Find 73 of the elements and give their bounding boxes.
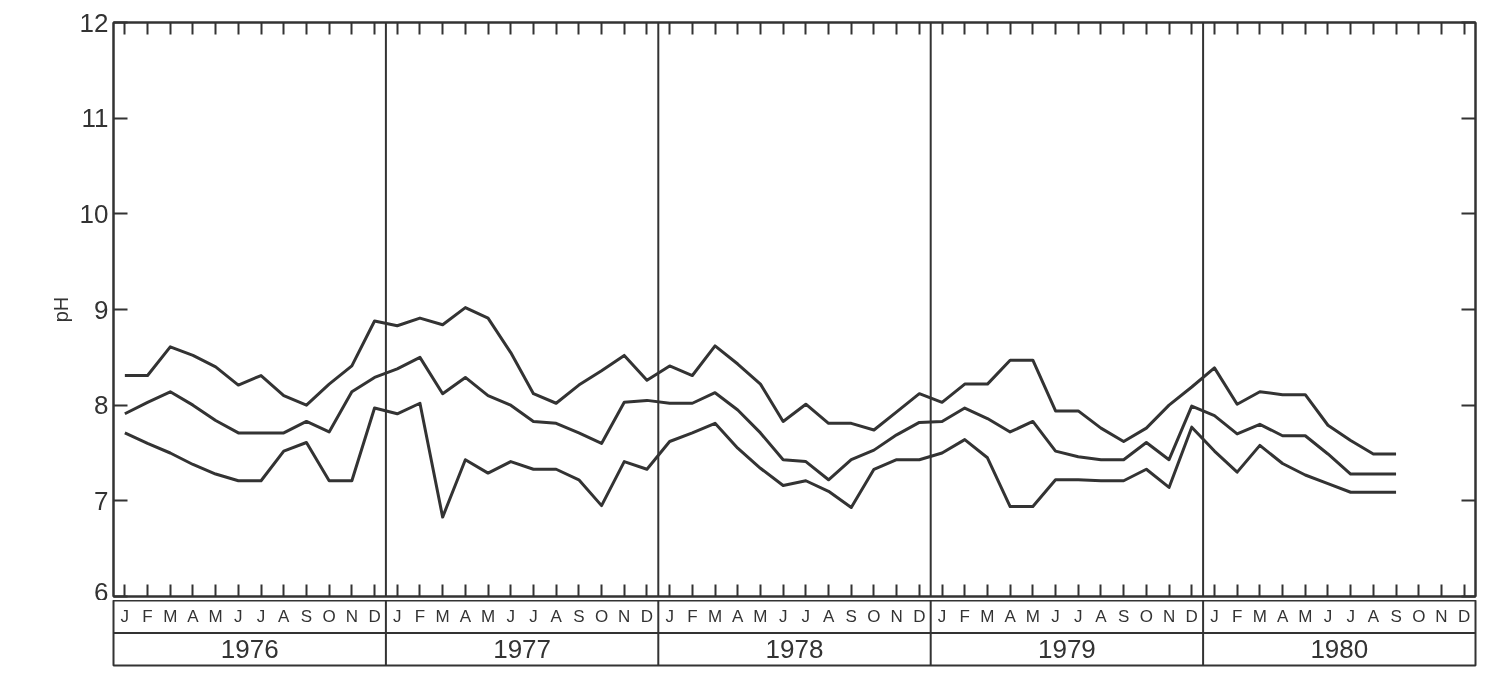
x-tick-label: N	[1435, 607, 1448, 627]
x-tick-label: M	[1298, 607, 1313, 627]
x-tick-label: N	[345, 607, 358, 627]
x-tick-label: A	[1004, 607, 1017, 627]
x-tick-label: D	[1185, 607, 1198, 627]
x-tick-label: J	[256, 607, 266, 627]
x-tick-label: M	[753, 607, 768, 627]
x-tick-label: M	[435, 607, 450, 627]
x-tick-label: S	[1117, 607, 1130, 627]
x-tick-label: M	[1252, 607, 1267, 627]
x-tick-label: M	[1025, 607, 1040, 627]
x-tick-label: D	[1458, 607, 1471, 627]
x-tick-label: D	[640, 607, 654, 627]
x-tick-label: N	[890, 607, 903, 627]
y-axis-title: pH	[49, 296, 72, 323]
x-tick-label: S	[1390, 607, 1402, 627]
text: 1980	[1310, 634, 1369, 665]
x-tick-label: A	[1276, 607, 1289, 627]
y-tick-label: 10	[79, 198, 109, 229]
x-tick-label: M	[980, 607, 995, 627]
text: 1979	[1037, 634, 1096, 665]
x-tick-label: A	[278, 607, 291, 627]
x-tick-label: F	[959, 607, 970, 627]
x-tick-label: O	[1412, 607, 1426, 627]
x-tick-label: F	[1231, 607, 1243, 627]
x-tick-label: M	[163, 607, 178, 627]
text: 1977	[493, 634, 552, 665]
x-tick-label: F	[414, 607, 426, 627]
x-tick-label: D	[913, 607, 926, 627]
x-tick-label: J	[1346, 607, 1355, 627]
x-tick-label: S	[845, 607, 857, 627]
x-tick-label: A	[187, 607, 200, 627]
x-tick-label: J	[234, 607, 243, 627]
y-tick-label: 7	[94, 485, 109, 516]
x-tick-label: O	[867, 607, 881, 627]
x-tick-label: A	[459, 607, 472, 627]
x-tick-label: A	[822, 607, 835, 627]
x-tick-label: J	[665, 607, 674, 627]
x-tick-label: A	[550, 607, 563, 627]
x-tick-label: O	[322, 607, 336, 627]
x-tick-label: A	[732, 607, 745, 627]
x-tick-label: J	[529, 607, 538, 627]
text: 1978	[765, 634, 824, 665]
x-tick-label: J	[120, 607, 130, 627]
x-tick-label: J	[1323, 607, 1333, 627]
x-tick-label: J	[801, 607, 811, 627]
x-tick-label: J	[937, 607, 947, 627]
y-tick-label: 9	[94, 294, 109, 325]
text: 1976	[220, 634, 279, 665]
x-tick-label: S	[300, 607, 313, 627]
x-tick-label: O	[1139, 607, 1153, 627]
x-tick-label: J	[1051, 607, 1060, 627]
x-tick-label: A	[1367, 607, 1380, 627]
y-tick-label: 11	[81, 103, 109, 134]
x-tick-label: M	[480, 607, 496, 627]
x-tick-label: J	[1210, 607, 1219, 627]
x-tick-label: J	[506, 607, 515, 627]
x-tick-label: A	[1095, 607, 1108, 627]
y-tick-label: 6	[94, 576, 109, 607]
x-tick-label: S	[573, 607, 585, 627]
x-tick-label: D	[368, 607, 381, 627]
x-tick-label: J	[393, 607, 402, 627]
x-tick-label: O	[594, 607, 609, 627]
x-tick-label: J	[778, 607, 788, 627]
x-tick-label: J	[1074, 607, 1083, 627]
y-tick-label: 8	[94, 390, 109, 421]
x-tick-label: F	[687, 607, 698, 627]
x-tick-label: N	[618, 607, 631, 627]
x-tick-label: M	[208, 607, 223, 627]
x-tick-label: M	[707, 607, 723, 627]
y-tick-label: 12	[79, 7, 109, 38]
x-tick-label: N	[1162, 607, 1176, 627]
x-tick-label: F	[142, 607, 153, 627]
